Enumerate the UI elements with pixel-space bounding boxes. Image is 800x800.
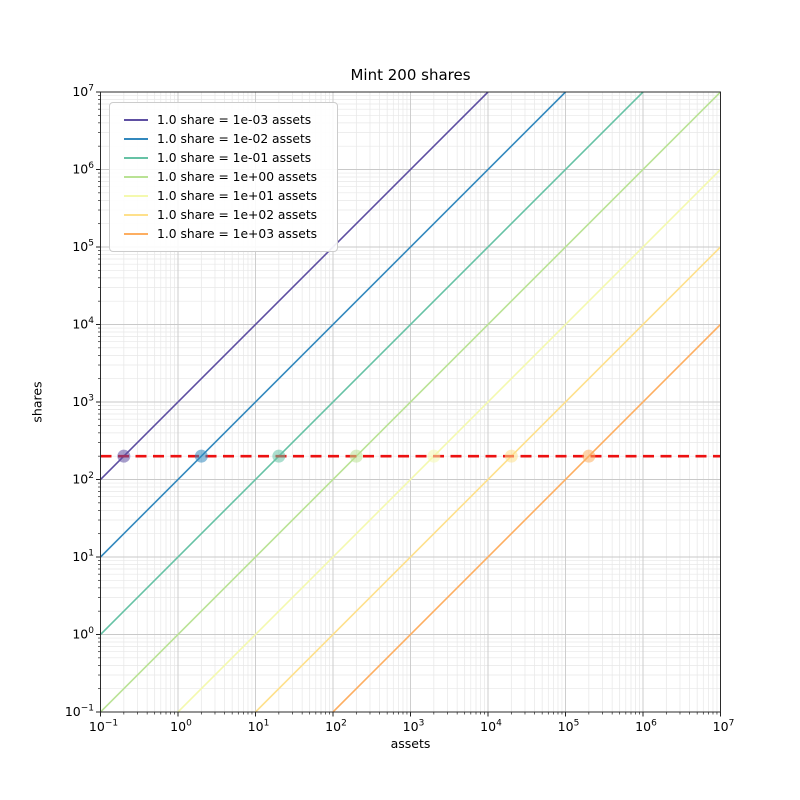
y-tick-label: 105 (72, 239, 94, 255)
y-tick-label: 100 (72, 626, 94, 642)
legend: 1.0 share = 1e-03 assets 1.0 share = 1e-0… (109, 102, 338, 252)
legend-line-swatch (124, 214, 148, 217)
legend-entry: 1.0 share = 1e+00 assets (119, 167, 327, 186)
chart-title: Mint 200 shares (350, 66, 471, 84)
legend-entry-label: 1.0 share = 1e+01 assets (157, 189, 318, 204)
y-tick-label: 10−1 (65, 704, 94, 720)
x-tick-label: 107 (713, 719, 735, 735)
y-tick-label: 104 (72, 316, 94, 332)
legend-entry: 1.0 share = 1e-02 assets (119, 129, 327, 148)
conversion-line (177, 168, 721, 712)
x-tick-label: 103 (403, 719, 425, 735)
conversion-line (100, 92, 489, 481)
x-tick-label: 101 (248, 719, 270, 735)
x-tick-label: 102 (325, 719, 347, 735)
intersection-dot (194, 449, 208, 463)
legend-entry: 1.0 share = 1e+03 assets (119, 225, 327, 244)
x-tick-label: 10−1 (89, 719, 118, 735)
legend-line-swatch (124, 118, 148, 121)
legend-entry-label: 1.0 share = 1e-01 assets (157, 150, 312, 165)
y-tick-label: 106 (72, 161, 94, 177)
axis-tick-labels: 10−1 100 101 102 103 104 105 106 107 10−1 100 101 10… (65, 84, 735, 735)
y-tick-label: 102 (72, 471, 94, 487)
legend-line-swatch (124, 137, 148, 140)
y-axis-label: shares (29, 381, 45, 423)
intersection-dot (272, 449, 286, 463)
intersection-markers (117, 449, 596, 463)
conversion-line (332, 323, 721, 712)
legend-entry-label: 1.0 share = 1e-03 assets (157, 112, 312, 127)
legend-entry-label: 1.0 share = 1e+00 assets (157, 169, 318, 184)
legend-entry: 1.0 share = 1e+02 assets (119, 206, 327, 225)
series-lines (100, 92, 721, 712)
intersection-dot (349, 449, 363, 463)
y-tick-label: 107 (72, 84, 94, 100)
legend-entry-label: 1.0 share = 1e-02 assets (157, 131, 312, 146)
conversion-line (254, 246, 721, 712)
legend-line-swatch (124, 233, 148, 236)
y-tick-label: 103 (72, 394, 94, 410)
x-tick-label: 106 (635, 719, 657, 735)
conversion-line (100, 92, 567, 558)
legend-line-swatch (124, 195, 148, 198)
legend-line-swatch (124, 175, 148, 178)
y-tick-label: 101 (72, 549, 94, 565)
x-tick-label: 100 (170, 719, 192, 735)
conversion-line (100, 92, 644, 636)
legend-entry: 1.0 share = 1e-01 assets (119, 148, 327, 167)
conversion-line (100, 92, 721, 712)
intersection-dot (582, 449, 596, 463)
axis-ticks (96, 91, 721, 717)
legend-entry-label: 1.0 share = 1e+02 assets (157, 208, 318, 223)
intersection-dot (504, 449, 518, 463)
x-tick-label: 105 (558, 719, 580, 735)
legend-entry: 1.0 share = 1e-03 assets (119, 110, 327, 129)
intersection-dot (117, 449, 131, 463)
legend-entry: 1.0 share = 1e+01 assets (119, 187, 327, 206)
intersection-dot (427, 449, 441, 463)
x-tick-label: 104 (480, 719, 502, 735)
x-axis-label: assets (390, 736, 431, 751)
legend-entry-label: 1.0 share = 1e+03 assets (157, 227, 318, 242)
legend-line-swatch (124, 156, 148, 159)
